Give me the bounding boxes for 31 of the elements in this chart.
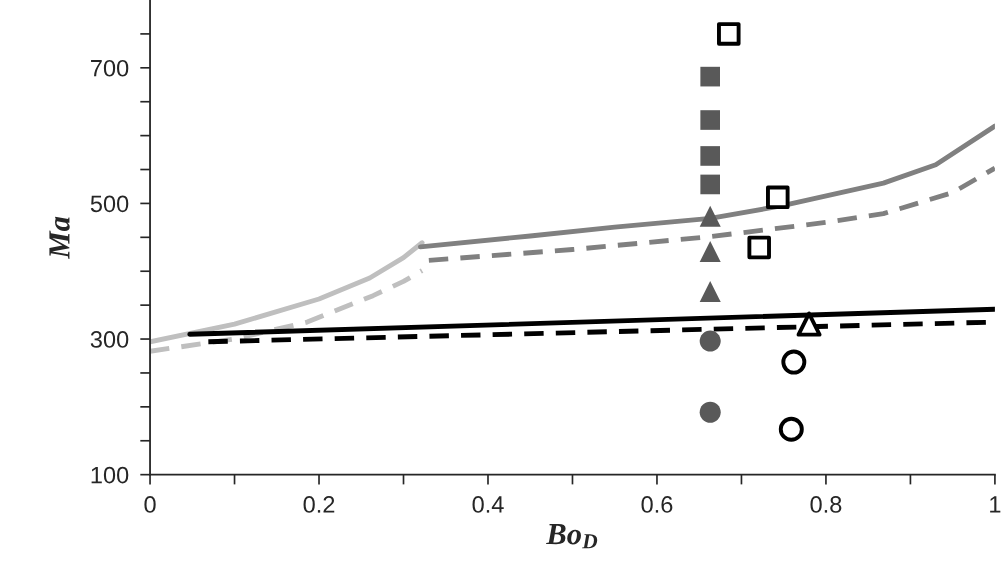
y-tick-label: 700 (91, 59, 129, 77)
x-tick-label: 1 (990, 496, 1001, 513)
line-series (417, 123, 995, 250)
x-tick-label: 0.2 (303, 496, 335, 513)
point (778, 416, 804, 442)
point (699, 401, 721, 423)
line-series (150, 268, 425, 354)
y-axis-title: Ma (49, 216, 70, 259)
line-series (150, 240, 425, 345)
point (699, 281, 721, 303)
x-tick-label: 0.4 (472, 496, 504, 513)
point (796, 311, 822, 337)
point (699, 241, 721, 263)
point (700, 174, 721, 195)
y-tick-label: 500 (90, 195, 129, 213)
x-axis-title: Bo$_{D}$ (546, 524, 598, 549)
point (699, 330, 721, 352)
point (700, 110, 721, 130)
point (717, 22, 741, 46)
point (747, 235, 771, 260)
point (699, 205, 721, 227)
line-series (426, 165, 995, 263)
x-tick-label: 0.8 (810, 496, 842, 513)
x-tick-label: 0.6 (641, 496, 673, 513)
y-tick-label: 100 (91, 466, 129, 484)
point (781, 349, 807, 375)
point (766, 185, 790, 210)
x-tick-label: 0 (144, 496, 156, 513)
point (700, 66, 721, 87)
y-tick-label: 300 (90, 331, 129, 348)
point (700, 146, 721, 166)
